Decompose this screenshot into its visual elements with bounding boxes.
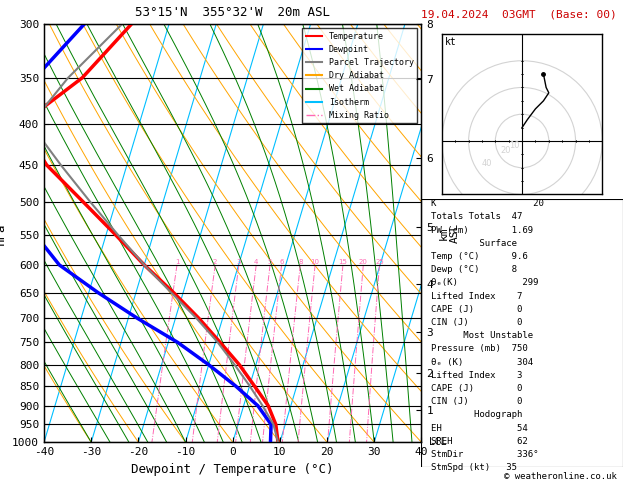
Text: 15: 15 <box>338 259 347 265</box>
Text: 19.04.2024  03GMT  (Base: 00): 19.04.2024 03GMT (Base: 00) <box>421 10 616 20</box>
Text: 5: 5 <box>268 259 272 265</box>
X-axis label: Dewpoint / Temperature (°C): Dewpoint / Temperature (°C) <box>131 463 334 476</box>
Text: 20: 20 <box>359 259 368 265</box>
Text: 40: 40 <box>482 159 492 168</box>
Text: 25: 25 <box>375 259 384 265</box>
Legend: Temperature, Dewpoint, Parcel Trajectory, Dry Adiabat, Wet Adiabat, Isotherm, Mi: Temperature, Dewpoint, Parcel Trajectory… <box>303 29 417 123</box>
Text: LCL: LCL <box>429 437 447 447</box>
Text: 4: 4 <box>254 259 259 265</box>
Text: © weatheronline.co.uk: © weatheronline.co.uk <box>504 472 616 481</box>
Text: 10: 10 <box>311 259 320 265</box>
Text: 20: 20 <box>501 146 511 155</box>
Text: kt: kt <box>445 37 457 47</box>
Y-axis label: hPa: hPa <box>0 222 7 244</box>
Text: 6: 6 <box>279 259 284 265</box>
Title: 53°15'N  355°32'W  20m ASL: 53°15'N 355°32'W 20m ASL <box>135 6 330 19</box>
Text: 2: 2 <box>213 259 218 265</box>
Text: 8: 8 <box>298 259 303 265</box>
Text: 1: 1 <box>175 259 179 265</box>
Text: K                  20
Totals Totals  47
PW (cm)        1.69
         Surface    : K 20 Totals Totals 47 PW (cm) 1.69 Surfa… <box>431 199 566 486</box>
Y-axis label: km
ASL: km ASL <box>438 223 460 243</box>
Text: 3: 3 <box>237 259 241 265</box>
Text: 10: 10 <box>509 141 520 150</box>
